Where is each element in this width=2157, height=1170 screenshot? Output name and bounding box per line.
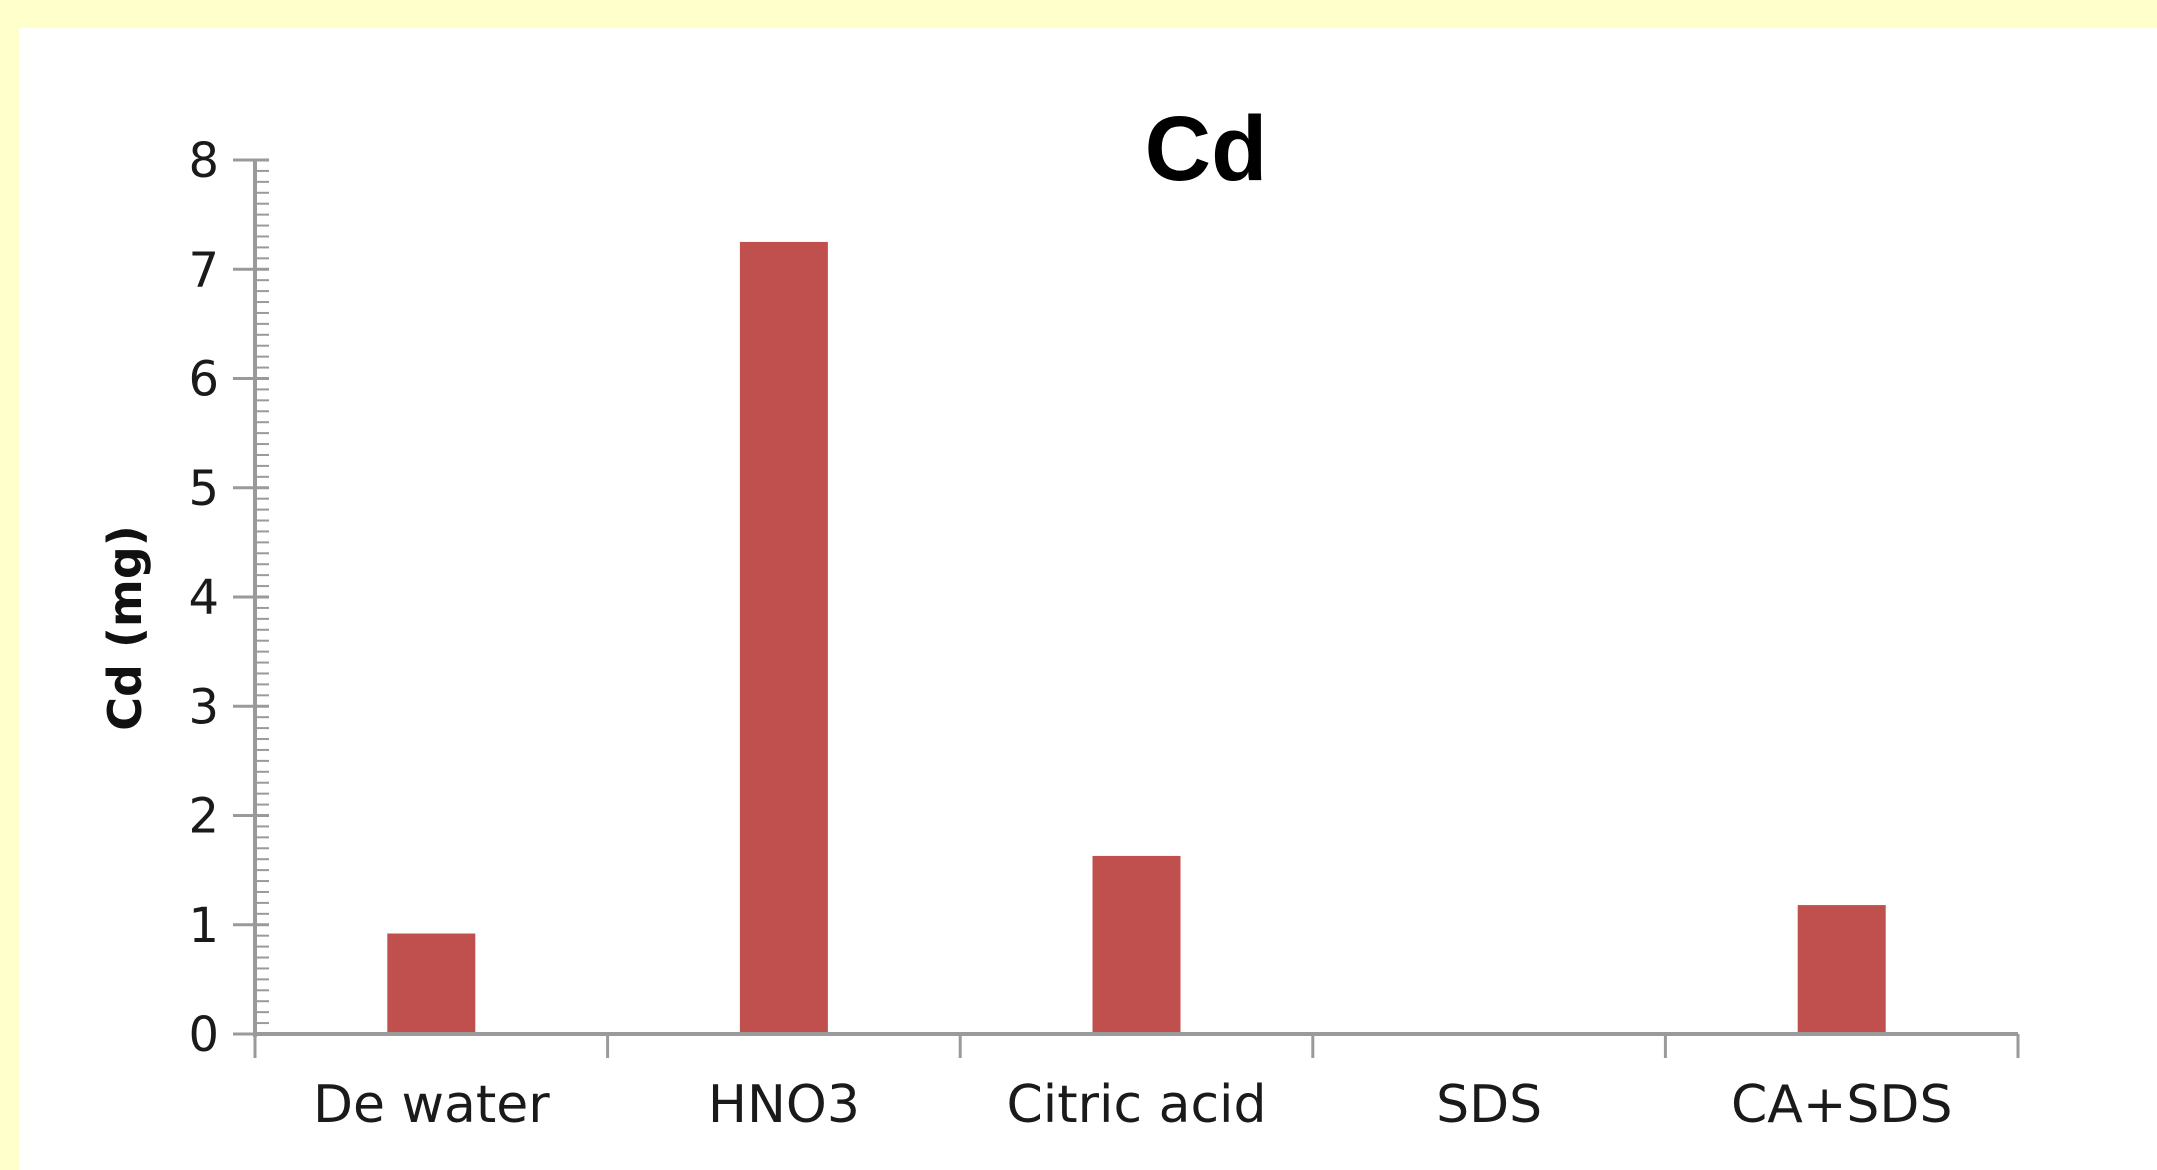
chart-frame: Cd Cd (mg) 0 1 2 3 4 5 6 7 8 De water HNO3 Citric … (19, 28, 2157, 1170)
y-tick-label: 8 (188, 133, 219, 189)
bar-citric-acid (1092, 855, 1181, 1034)
y-tick-labels: 0 1 2 3 4 5 6 7 8 (188, 133, 219, 1063)
x-tick-label: Citric acid (1007, 1075, 1267, 1135)
x-tick-label: HNO3 (708, 1075, 860, 1135)
bars-group (387, 241, 1886, 1034)
y-tick-label: 4 (188, 570, 219, 626)
y-tick-label: 0 (188, 1007, 219, 1063)
bar-ca-sds (1797, 905, 1886, 1034)
y-tick-label: 6 (188, 352, 219, 408)
y-tick-label: 1 (188, 898, 219, 954)
axes-group (233, 158, 2020, 1058)
x-tick-label: SDS (1436, 1075, 1542, 1135)
y-axis-title: Cd (mg) (98, 525, 152, 731)
bar-hno3 (739, 241, 828, 1034)
y-tick-label: 5 (188, 461, 219, 517)
y-tick-label: 2 (188, 789, 219, 845)
bar-de-water (387, 933, 476, 1034)
y-tick-label: 3 (188, 679, 219, 735)
x-tick-labels: De water HNO3 Citric acid SDS CA+SDS (313, 1075, 1953, 1135)
chart-title: Cd (1145, 98, 1268, 200)
x-tick-label: CA+SDS (1731, 1075, 1953, 1135)
bar-chart: Cd Cd (mg) 0 1 2 3 4 5 6 7 8 De water HNO3 Citric … (98, 98, 2020, 1135)
y-tick-label: 7 (188, 242, 219, 298)
x-tick-label: De water (313, 1075, 550, 1135)
